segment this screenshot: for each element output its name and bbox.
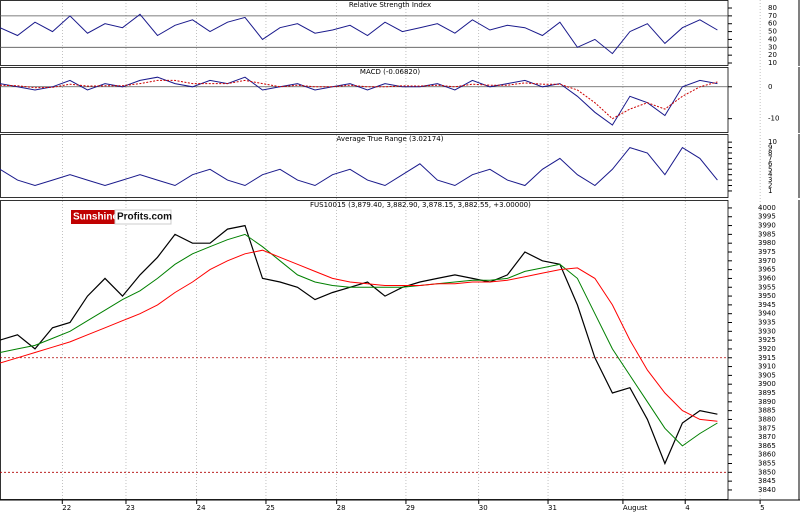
y-tick-label: 3855 (758, 460, 776, 468)
y-tick-label: 10 (768, 138, 777, 146)
y-tick-label: 80 (768, 4, 777, 12)
y-tick-label: 3925 (758, 336, 776, 344)
y-tick-label: 3990 (758, 222, 776, 230)
y-tick-label: 20 (768, 51, 777, 59)
y-tick-label: 3900 (758, 380, 776, 388)
y-tick-label: 10 (768, 59, 777, 67)
y-tick-label: 5 (768, 165, 772, 173)
y-tick-label: 3940 (758, 310, 776, 318)
y-tick-label: 9 (768, 144, 772, 152)
y-tick-label: 3870 (758, 433, 776, 441)
y-tick-label: 0 (768, 83, 772, 91)
x-tick-label: 4 (685, 504, 690, 512)
y-tick-label: 3920 (758, 345, 776, 353)
series-line (0, 13, 718, 55)
x-tick-label: 22 (62, 504, 71, 512)
y-tick-label: 3985 (758, 230, 776, 238)
y-tick-label: 3875 (758, 424, 776, 432)
series-line (0, 233, 718, 447)
y-tick-label: 6 (768, 160, 773, 168)
x-tick-label: 28 (337, 504, 346, 512)
y-tick-label: 3 (768, 176, 772, 184)
x-tick-label: 23 (126, 504, 135, 512)
y-tick-label: 3970 (758, 257, 776, 265)
y-tick-label: 3885 (758, 407, 776, 415)
y-tick-label: 3980 (758, 239, 776, 247)
y-tick-label: 3850 (758, 468, 776, 476)
panel-frame (0, 0, 729, 66)
panel-frame (0, 134, 729, 198)
y-tick-label: -10 (768, 115, 779, 123)
x-tick-label: 31 (548, 504, 557, 512)
y-tick-label: 3895 (758, 389, 776, 397)
panel-title: Relative Strength Index (349, 1, 431, 9)
logo: Profits.com (117, 212, 172, 223)
y-tick-label: 3945 (758, 301, 776, 309)
y-tick-label: 3955 (758, 283, 776, 291)
y-tick-label: 3890 (758, 398, 776, 406)
panel-frame (0, 67, 729, 133)
y-tick-label: 70 (768, 12, 777, 20)
x-tick-label: 25 (266, 504, 275, 512)
series-line (0, 249, 718, 422)
x-tick-label: 24 (197, 504, 206, 512)
panel-title: Average True Range (3.02174) (337, 135, 444, 143)
panel-title: FUS10015 (3,879.40, 3,882.90, 3,878.15, … (310, 201, 531, 209)
y-tick-label: 3965 (758, 266, 776, 274)
y-tick-label: 3960 (758, 274, 776, 282)
x-tick-label: 5 (760, 504, 764, 512)
y-tick-label: 40 (768, 35, 777, 43)
y-tick-label: 3865 (758, 442, 776, 450)
y-tick-label: 3840 (758, 486, 776, 494)
panel-title: MACD (-0.06820) (360, 68, 420, 76)
logo-bg (71, 210, 115, 224)
x-tick-label: 29 (406, 504, 415, 512)
x-tick-label: 30 (479, 504, 488, 512)
y-tick-label: 2 (768, 182, 772, 190)
panel-frame (0, 200, 729, 500)
y-tick-label: 3935 (758, 319, 776, 327)
y-tick-label: 3950 (758, 292, 776, 300)
y-tick-label: 3860 (758, 451, 776, 459)
y-tick-label: 3845 (758, 477, 776, 485)
y-tick-label: 60 (768, 20, 777, 28)
y-tick-label: 3930 (758, 327, 776, 335)
y-tick-label: 1 (768, 187, 772, 195)
y-tick-label: 3995 (758, 213, 776, 221)
series-line (0, 79, 718, 120)
y-tick-label: 3910 (758, 363, 776, 371)
logo-bg (114, 209, 172, 225)
y-tick-label: 3880 (758, 415, 776, 423)
y-tick-label: 7 (768, 154, 772, 162)
y-tick-label: 3915 (758, 354, 776, 362)
y-tick-label: 8 (768, 149, 772, 157)
logo: Sunshine (73, 212, 118, 223)
y-tick-label: 3905 (758, 371, 776, 379)
y-tick-label: 50 (768, 28, 777, 36)
y-tick-label: 3975 (758, 248, 776, 256)
x-tick-label: August (623, 504, 648, 512)
series-line (0, 146, 718, 187)
y-tick-label: 4000 (758, 204, 776, 212)
y-tick-label: 30 (768, 43, 777, 51)
y-tick-label: 4 (768, 171, 773, 179)
series-line (0, 224, 718, 466)
